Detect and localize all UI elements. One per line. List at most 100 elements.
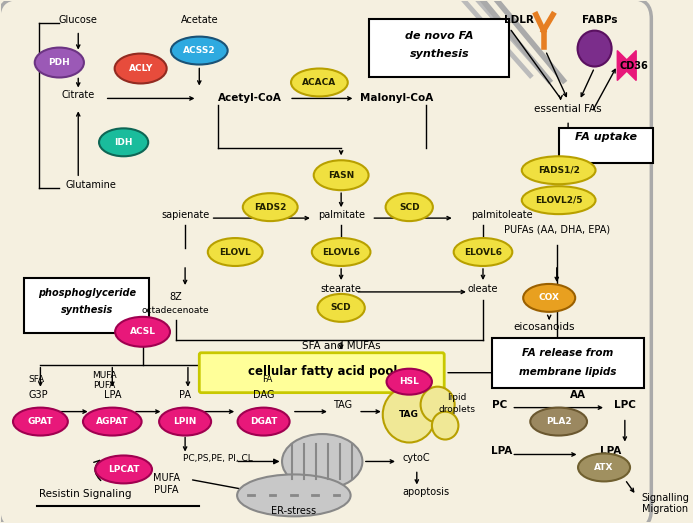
- Circle shape: [432, 412, 458, 439]
- Text: PA: PA: [179, 390, 191, 400]
- Text: Migration: Migration: [642, 504, 688, 514]
- Text: octadecenoate: octadecenoate: [142, 306, 209, 315]
- Ellipse shape: [314, 160, 369, 190]
- Ellipse shape: [13, 407, 68, 436]
- Ellipse shape: [387, 369, 432, 395]
- Text: 8Z: 8Z: [169, 292, 182, 302]
- Text: PDH: PDH: [49, 58, 70, 67]
- Text: MUFA: MUFA: [152, 473, 179, 483]
- Text: COX: COX: [538, 293, 560, 302]
- Text: lipid: lipid: [447, 393, 466, 402]
- Text: DGAT: DGAT: [250, 417, 277, 426]
- Text: Signalling: Signalling: [642, 493, 690, 503]
- Ellipse shape: [522, 186, 595, 214]
- Text: AGPAT: AGPAT: [96, 417, 129, 426]
- Circle shape: [577, 31, 612, 66]
- Text: SFA and MUFAs: SFA and MUFAs: [302, 341, 380, 351]
- Ellipse shape: [83, 407, 141, 436]
- FancyBboxPatch shape: [200, 353, 444, 393]
- Text: LPA: LPA: [103, 390, 121, 400]
- Ellipse shape: [317, 294, 365, 322]
- Ellipse shape: [312, 238, 371, 266]
- FancyBboxPatch shape: [24, 278, 149, 333]
- Text: DAG: DAG: [253, 390, 274, 400]
- Text: synthesis: synthesis: [410, 49, 469, 59]
- Text: phosphoglyceride: phosphoglyceride: [37, 288, 136, 298]
- Ellipse shape: [291, 69, 348, 96]
- Text: FA uptake: FA uptake: [575, 132, 637, 142]
- Text: FA: FA: [262, 374, 272, 384]
- Text: PUFA: PUFA: [154, 485, 178, 495]
- Text: sapienate: sapienate: [161, 210, 209, 220]
- Text: IDH: IDH: [114, 138, 133, 147]
- Text: ACLY: ACLY: [128, 64, 153, 73]
- Ellipse shape: [238, 407, 290, 436]
- Text: ELOVL2/5: ELOVL2/5: [535, 196, 582, 204]
- Text: FABPs: FABPs: [581, 15, 617, 25]
- Text: FA release from: FA release from: [523, 348, 614, 358]
- Ellipse shape: [522, 156, 595, 184]
- Text: PC,PS,PE, PI, CL: PC,PS,PE, PI, CL: [184, 454, 253, 463]
- Text: ACSL: ACSL: [130, 327, 155, 336]
- Ellipse shape: [523, 284, 575, 312]
- Text: LPA: LPA: [600, 447, 622, 457]
- Text: Citrate: Citrate: [62, 90, 95, 100]
- Text: Resistin Signaling: Resistin Signaling: [39, 490, 131, 499]
- Text: ER-stress: ER-stress: [271, 506, 317, 516]
- Text: G3P: G3P: [28, 390, 49, 400]
- Ellipse shape: [35, 48, 84, 77]
- Text: LPIN: LPIN: [173, 417, 197, 426]
- Text: de novo FA: de novo FA: [405, 30, 474, 41]
- Text: AA: AA: [570, 390, 586, 400]
- Text: essential FAs: essential FAs: [534, 105, 602, 115]
- Ellipse shape: [454, 238, 512, 266]
- Polygon shape: [617, 51, 633, 81]
- Ellipse shape: [114, 53, 166, 84]
- Text: ELOVL6: ELOVL6: [464, 247, 502, 256]
- Text: apoptosis: apoptosis: [403, 487, 450, 497]
- Text: LDLR: LDLR: [504, 15, 534, 25]
- FancyBboxPatch shape: [493, 338, 644, 388]
- Text: Glucose: Glucose: [59, 15, 98, 25]
- Text: LPA: LPA: [491, 447, 513, 457]
- Circle shape: [421, 386, 455, 423]
- Text: CD36: CD36: [620, 61, 649, 71]
- Polygon shape: [621, 51, 636, 81]
- Text: PUFA: PUFA: [94, 381, 116, 390]
- Text: MUFA: MUFA: [92, 371, 117, 380]
- Text: PC: PC: [493, 400, 508, 410]
- Text: synthesis: synthesis: [60, 305, 113, 315]
- Text: ATX: ATX: [595, 463, 614, 472]
- Text: ACACA: ACACA: [302, 78, 337, 87]
- Ellipse shape: [115, 317, 170, 347]
- Ellipse shape: [159, 407, 211, 436]
- Ellipse shape: [95, 456, 152, 483]
- Text: Acetyl-CoA: Acetyl-CoA: [218, 94, 282, 104]
- Text: ACSS2: ACSS2: [183, 46, 216, 55]
- Text: FASN: FASN: [328, 170, 354, 180]
- Text: HSL: HSL: [399, 377, 419, 386]
- Ellipse shape: [530, 407, 587, 436]
- Ellipse shape: [578, 453, 630, 481]
- Text: SCD: SCD: [331, 303, 351, 312]
- Text: cytoC: cytoC: [403, 453, 430, 463]
- FancyBboxPatch shape: [559, 128, 653, 163]
- Text: Glutamine: Glutamine: [65, 180, 116, 190]
- Circle shape: [383, 386, 436, 442]
- Text: SFA: SFA: [28, 374, 44, 384]
- Text: SCD: SCD: [399, 202, 419, 212]
- Text: palmitate: palmitate: [317, 210, 365, 220]
- Text: Acetate: Acetate: [180, 15, 218, 25]
- Text: LPCAT: LPCAT: [108, 465, 139, 474]
- Ellipse shape: [208, 238, 263, 266]
- Ellipse shape: [171, 37, 228, 64]
- Text: oleate: oleate: [468, 284, 498, 294]
- Ellipse shape: [99, 128, 148, 156]
- Text: TAG: TAG: [399, 410, 419, 419]
- Text: GPAT: GPAT: [28, 417, 53, 426]
- Text: FADS1/2: FADS1/2: [538, 166, 579, 175]
- Text: Malonyl-CoA: Malonyl-CoA: [360, 94, 433, 104]
- Text: ELOVL6: ELOVL6: [322, 247, 360, 256]
- FancyBboxPatch shape: [369, 19, 509, 76]
- FancyBboxPatch shape: [0, 0, 651, 523]
